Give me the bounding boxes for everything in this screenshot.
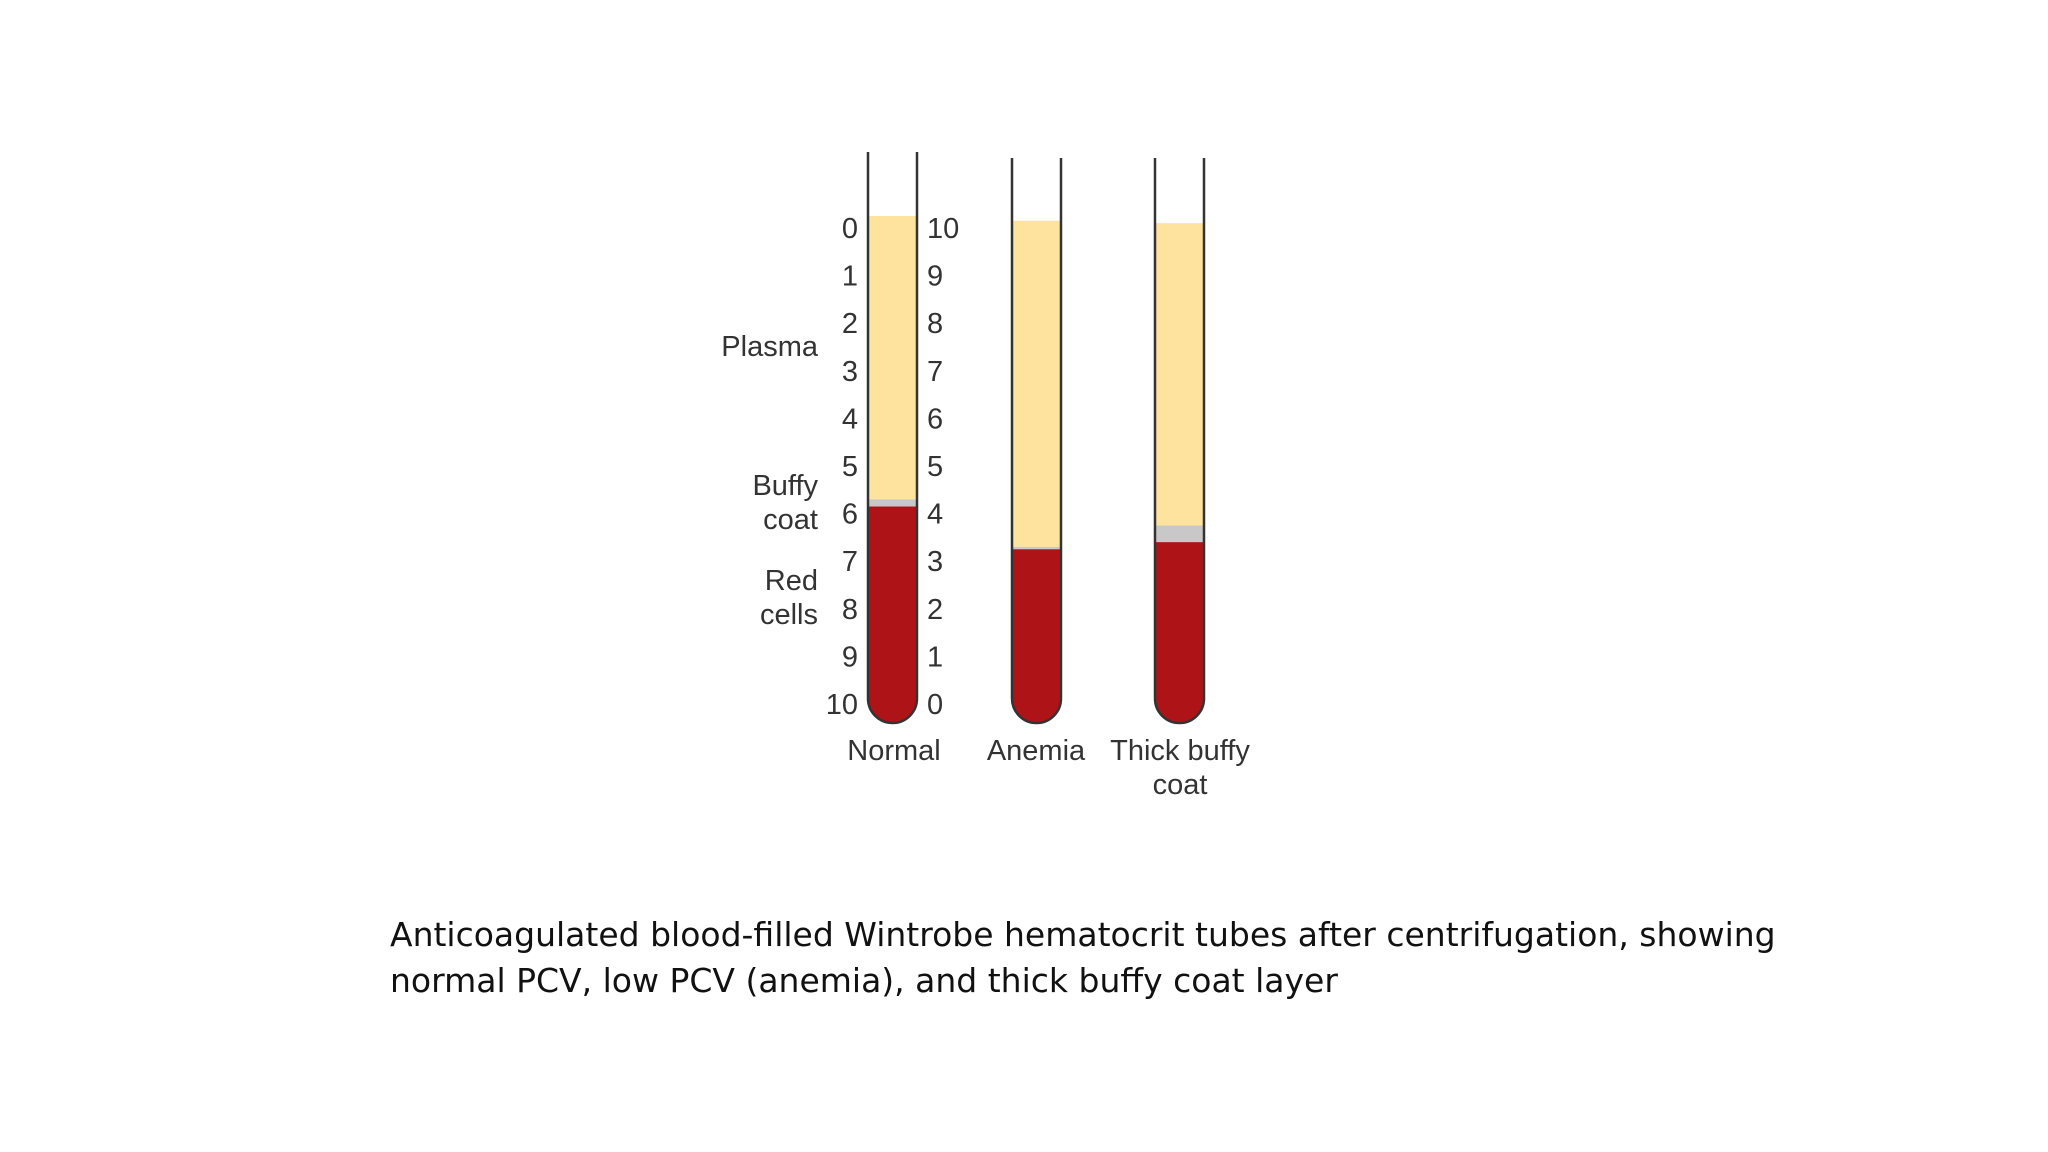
plasma-layer-thick-buffy-coat — [1155, 223, 1204, 526]
scale-right-tick: 0 — [927, 689, 943, 721]
label-red-cells-line1: Red — [765, 565, 818, 597]
caption-line-2: normal PCV, low PCV (anemia), and thick … — [390, 961, 1338, 1000]
scale-right-tick: 3 — [927, 546, 943, 578]
label-plasma: Plasma — [721, 331, 819, 363]
tube-normal — [866, 152, 919, 725]
label-buffy-coat-line1: Buffy — [752, 470, 818, 502]
red-cells-layer-anemia — [1012, 549, 1061, 723]
figure-caption: Anticoagulated blood-filled Wintrobe hem… — [390, 912, 1790, 1004]
tube-thick-buffy-coat — [1153, 158, 1206, 725]
tube-label-anemia: Anemia — [987, 735, 1086, 767]
scale-left-tick: 2 — [842, 308, 858, 340]
buffy-coat-layer-thick-buffy-coat — [1155, 525, 1204, 543]
scale-left-tick: 1 — [842, 261, 858, 293]
scale-right-tick: 8 — [927, 308, 943, 340]
plasma-layer-normal — [868, 216, 917, 500]
buffy-coat-layer-anemia — [1012, 546, 1061, 550]
tube-label-thick-buffy-line2: coat — [1153, 769, 1208, 801]
tube-wall-thick-buffy-coat — [1153, 158, 1206, 725]
tube-wall-normal — [866, 152, 919, 725]
caption-line-1: Anticoagulated blood-filled Wintrobe hem… — [390, 915, 1776, 954]
tube-anemia — [1010, 158, 1063, 725]
tube-label-thick-buffy-line1: Thick buffy — [1110, 735, 1250, 767]
scale-left-tick: 10 — [826, 689, 858, 721]
scale-left-tick: 7 — [842, 546, 858, 578]
scale-right-tick: 7 — [927, 356, 943, 388]
red-cells-layer-thick-buffy-coat — [1155, 542, 1204, 723]
scale-right-tick: 9 — [927, 261, 943, 293]
scale-left-tick: 4 — [842, 403, 858, 435]
scale-left-tick: 6 — [842, 499, 858, 531]
scale-right-tick: 10 — [927, 213, 959, 245]
scale-right-tick: 4 — [927, 499, 943, 531]
tube-wall-anemia — [1010, 158, 1063, 725]
buffy-coat-layer-normal — [868, 499, 917, 507]
scale-right-tick: 2 — [927, 594, 943, 626]
plasma-layer-anemia — [1012, 220, 1061, 547]
scale-left-tick: 3 — [842, 356, 858, 388]
scale-right-tick: 5 — [927, 451, 943, 483]
scale-right-tick: 1 — [927, 641, 943, 673]
label-buffy-coat-line2: coat — [763, 504, 818, 536]
scale-left-tick: 8 — [842, 594, 858, 626]
scale-left-tick: 0 — [842, 213, 858, 245]
scale-left-tick: 9 — [842, 641, 858, 673]
scale-right-tick: 6 — [927, 403, 943, 435]
red-cells-layer-normal — [868, 506, 917, 723]
scale-left-tick: 5 — [842, 451, 858, 483]
label-red-cells-line2: cells — [760, 599, 818, 631]
tube-label-normal: Normal — [847, 735, 940, 767]
